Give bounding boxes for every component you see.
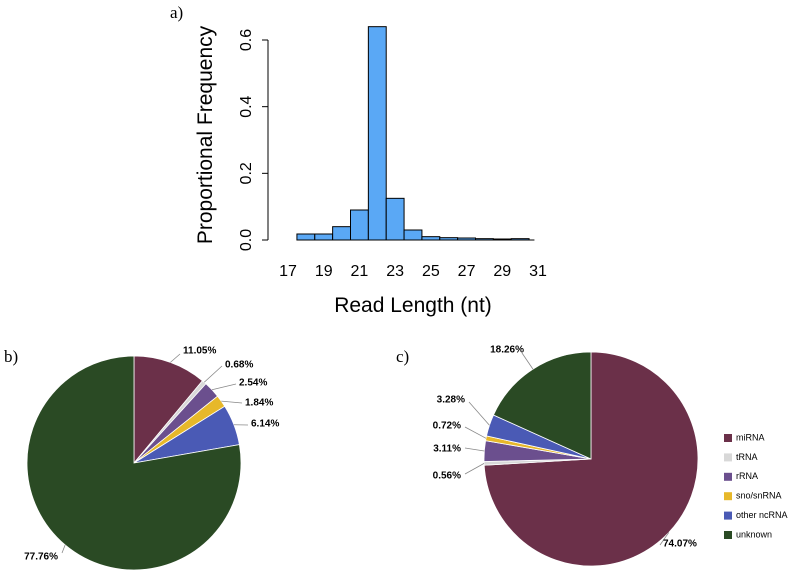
legend-swatch — [724, 453, 732, 462]
pie-percent-label: 0.56% — [433, 471, 461, 482]
pie-c-labels: 74.07% 0.56% 3.11% 0.72% 3.28% 18.26% — [433, 345, 697, 550]
histogram-bar — [314, 233, 334, 241]
pie-leader-line — [211, 383, 237, 391]
pie-leader-line — [61, 544, 66, 554]
panel-b-label: b) — [4, 347, 18, 366]
x-tick-label: 31 — [529, 263, 547, 280]
pie-percent-label: 0.68% — [225, 360, 253, 371]
pie-percent-label: 1.84% — [245, 398, 273, 409]
pie-c-slices — [483, 351, 699, 567]
y-axis-label: Proportional Frequency — [194, 25, 217, 244]
legend-label: miRNA — [736, 432, 765, 442]
pie-leader-line — [521, 352, 534, 370]
pie-leader-line — [659, 532, 670, 546]
legend-swatch — [724, 531, 732, 539]
histogram-bar — [332, 226, 351, 241]
x-tick-label: 17 — [279, 263, 297, 280]
pie-percent-label: 2.54% — [239, 378, 267, 389]
pie-percent-label: 3.11% — [433, 444, 461, 455]
y-tick-label: 0.6 — [238, 29, 255, 51]
pie-leader-line — [464, 426, 487, 439]
histogram-bar — [296, 233, 316, 241]
legend-label: unknown — [736, 529, 772, 539]
pie-slice-unknown — [492, 351, 592, 460]
pie-percent-label: 18.26% — [490, 345, 524, 356]
y-tick-label: 0.0 — [238, 229, 255, 251]
pie-leader-line — [170, 353, 181, 363]
x-tick-label: 25 — [422, 263, 440, 280]
x-tick-label: 21 — [351, 263, 369, 280]
pie-percent-label: 3.28% — [437, 395, 465, 406]
legend: miRNA tRNA rRNA sno/snRNA other ncRNA unknown — [724, 432, 788, 539]
pie-percent-label: 11.05% — [183, 346, 216, 357]
pie-leader-line — [464, 463, 485, 475]
panel-a-histogram: a) 0.0 0.2 0.4 0.6 17 19 21 23 25 27 29 31 Read Len… — [170, 3, 547, 317]
histogram-axes: 0.0 0.2 0.4 0.6 17 19 21 23 25 27 29 31 — [238, 29, 547, 280]
pie-slice-unknown — [26, 355, 242, 571]
panel-c-pie: c) 74.07% 0.56% 3.11% 0.72% 3.28% 18.26% — [396, 345, 699, 567]
pie-slice-mirna — [133, 355, 204, 465]
legend-label: sno/snRNA — [736, 491, 782, 501]
panel-a-label: a) — [170, 3, 183, 22]
x-tick-label: 19 — [315, 263, 333, 280]
panel-c-label: c) — [396, 347, 409, 366]
x-tick-label: 27 — [458, 263, 476, 280]
pie-leader-line — [468, 401, 490, 426]
pie-percent-label: 0.72% — [433, 421, 461, 432]
pie-percent-label: 77.76% — [24, 552, 58, 563]
pie-leader-line — [203, 365, 223, 383]
legend-label: other ncRNA — [736, 510, 788, 520]
y-tick-label: 0.4 — [238, 95, 255, 117]
legend-swatch — [724, 434, 732, 442]
legend-swatch — [724, 492, 732, 501]
pie-percent-label: 74.07% — [663, 539, 697, 550]
histogram-bar — [403, 229, 423, 241]
legend-swatch — [724, 472, 732, 481]
pie-b-slices — [26, 355, 242, 571]
legend-label: tRNA — [736, 452, 758, 462]
x-tick-label: 29 — [493, 263, 511, 280]
legend-label: rRNA — [736, 471, 758, 481]
histogram-bar — [385, 197, 405, 241]
x-tick-label: 23 — [386, 263, 404, 280]
pie-leader-line — [464, 447, 485, 452]
histogram-bars — [296, 26, 530, 241]
panel-b-pie: b) 11.05% 0.68% 2.54% 1.84% 6.14% 77.76% — [4, 346, 279, 571]
legend-swatch — [724, 511, 732, 520]
pie-b-labels: 11.05% 0.68% 2.54% 1.84% 6.14% 77.76% — [24, 346, 279, 563]
histogram-bar — [367, 26, 387, 241]
pie-leader-line — [221, 400, 243, 404]
pie-percent-label: 6.14% — [251, 419, 279, 430]
x-axis-label: Read Length (nt) — [334, 294, 492, 317]
histogram-bar — [350, 209, 369, 241]
y-tick-label: 0.2 — [238, 162, 255, 184]
